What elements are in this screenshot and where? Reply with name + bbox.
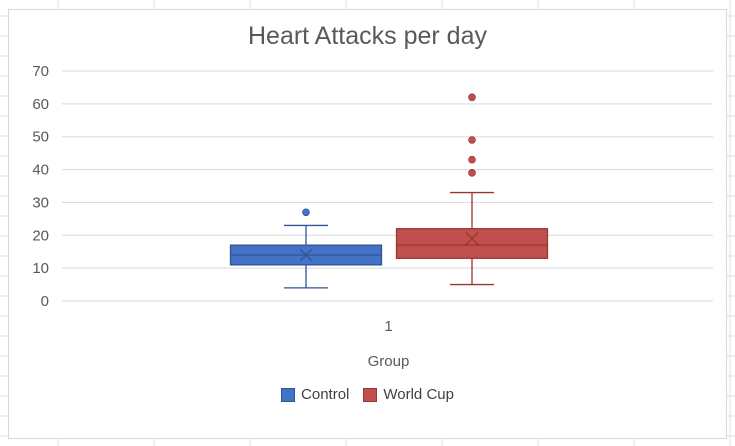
chart-legend: Control World Cup (0, 386, 735, 403)
y-tick-label: 20 (32, 227, 49, 244)
chart-area[interactable]: Heart Attacks per day (8, 9, 727, 439)
legend-swatch (281, 387, 296, 402)
y-tick-label: 40 (32, 162, 49, 179)
outlier-point (302, 208, 310, 217)
y-tick-label: 50 (32, 129, 49, 146)
x-tick-label: 1 (384, 318, 392, 335)
outlier-point (468, 136, 476, 144)
legend-item: Control (281, 386, 349, 403)
x-axis-title: Group (368, 353, 410, 370)
y-tick-label: 10 (32, 260, 49, 277)
box-world-cup (395, 228, 549, 259)
mean-marker (299, 248, 313, 262)
legend-swatch (363, 387, 378, 402)
legend-label: World Cup (383, 386, 454, 403)
outlier-point (468, 93, 476, 102)
y-tick-label: 60 (32, 96, 49, 113)
y-tick-label: 0 (41, 293, 49, 310)
outlier-point (468, 169, 476, 177)
mean-marker (465, 232, 479, 246)
y-tick-label: 30 (32, 194, 49, 211)
legend-label: Control (301, 386, 350, 403)
legend-item: World Cup (363, 386, 454, 403)
outlier-point (468, 155, 476, 164)
chart-title: Heart Attacks per day (247, 22, 487, 50)
y-tick-label: 70 (32, 63, 49, 80)
